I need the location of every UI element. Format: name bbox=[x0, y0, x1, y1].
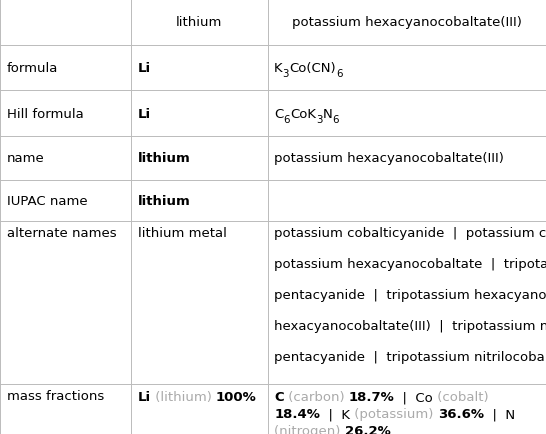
Text: 3: 3 bbox=[316, 115, 322, 125]
Text: lithium: lithium bbox=[138, 152, 191, 165]
Text: IUPAC name: IUPAC name bbox=[7, 194, 87, 207]
Text: 3: 3 bbox=[283, 69, 289, 79]
Text: Hill formula: Hill formula bbox=[7, 108, 84, 120]
Text: mass fractions: mass fractions bbox=[7, 389, 104, 402]
Text: C: C bbox=[274, 108, 283, 120]
Text: (cobalt): (cobalt) bbox=[433, 391, 489, 404]
Text: pentacyanide  |  tripotassium hexacyanocobaltate  |  tripotassium: pentacyanide | tripotassium hexacyanocob… bbox=[274, 288, 546, 301]
Text: potassium hexacyanocobaltate  |  tripotassium azanylidynecobalt: potassium hexacyanocobaltate | tripotass… bbox=[274, 257, 546, 270]
Text: (carbon): (carbon) bbox=[284, 391, 348, 404]
Text: 26.2%: 26.2% bbox=[345, 424, 390, 434]
Text: potassium hexacyanocobaltate(III): potassium hexacyanocobaltate(III) bbox=[274, 152, 504, 165]
Text: 6: 6 bbox=[283, 115, 290, 125]
Text: potassium hexacyanocobaltate(III): potassium hexacyanocobaltate(III) bbox=[292, 16, 522, 29]
Text: K: K bbox=[274, 62, 283, 75]
Text: 6: 6 bbox=[336, 69, 342, 79]
Text: (lithium): (lithium) bbox=[151, 391, 216, 404]
Text: Li: Li bbox=[138, 391, 151, 404]
Text: name: name bbox=[7, 152, 44, 165]
Text: lithium: lithium bbox=[138, 194, 191, 207]
Text: (potassium): (potassium) bbox=[350, 407, 437, 420]
Text: hexacyanocobaltate(III)  |  tripotassium nitridocobalt: hexacyanocobaltate(III) | tripotassium n… bbox=[274, 319, 546, 332]
Text: 100%: 100% bbox=[216, 391, 257, 404]
Text: alternate names: alternate names bbox=[7, 227, 116, 240]
Text: (nitrogen): (nitrogen) bbox=[274, 424, 345, 434]
Text: 36.6%: 36.6% bbox=[437, 407, 484, 420]
Text: lithium metal: lithium metal bbox=[138, 227, 227, 240]
Text: 6: 6 bbox=[332, 115, 339, 125]
Text: |  K: | K bbox=[320, 407, 350, 420]
Text: formula: formula bbox=[7, 62, 58, 75]
Text: lithium: lithium bbox=[176, 16, 222, 29]
Text: 18.7%: 18.7% bbox=[348, 391, 394, 404]
Text: N: N bbox=[322, 108, 332, 120]
Text: potassium cobalticyanide  |  potassium cobalticyanine  |: potassium cobalticyanide | potassium cob… bbox=[274, 227, 546, 240]
Text: C: C bbox=[274, 391, 284, 404]
Text: |  N: | N bbox=[484, 407, 515, 420]
Text: Co(CN): Co(CN) bbox=[289, 62, 336, 75]
Text: Li: Li bbox=[138, 62, 151, 75]
Text: |  Co: | Co bbox=[394, 391, 433, 404]
Text: 18.4%: 18.4% bbox=[274, 407, 320, 420]
Text: pentacyanide  |  tripotassium nitrilocobalt pentacyanide: pentacyanide | tripotassium nitrilocobal… bbox=[274, 350, 546, 363]
Text: Li: Li bbox=[138, 108, 151, 120]
Text: CoK: CoK bbox=[290, 108, 316, 120]
